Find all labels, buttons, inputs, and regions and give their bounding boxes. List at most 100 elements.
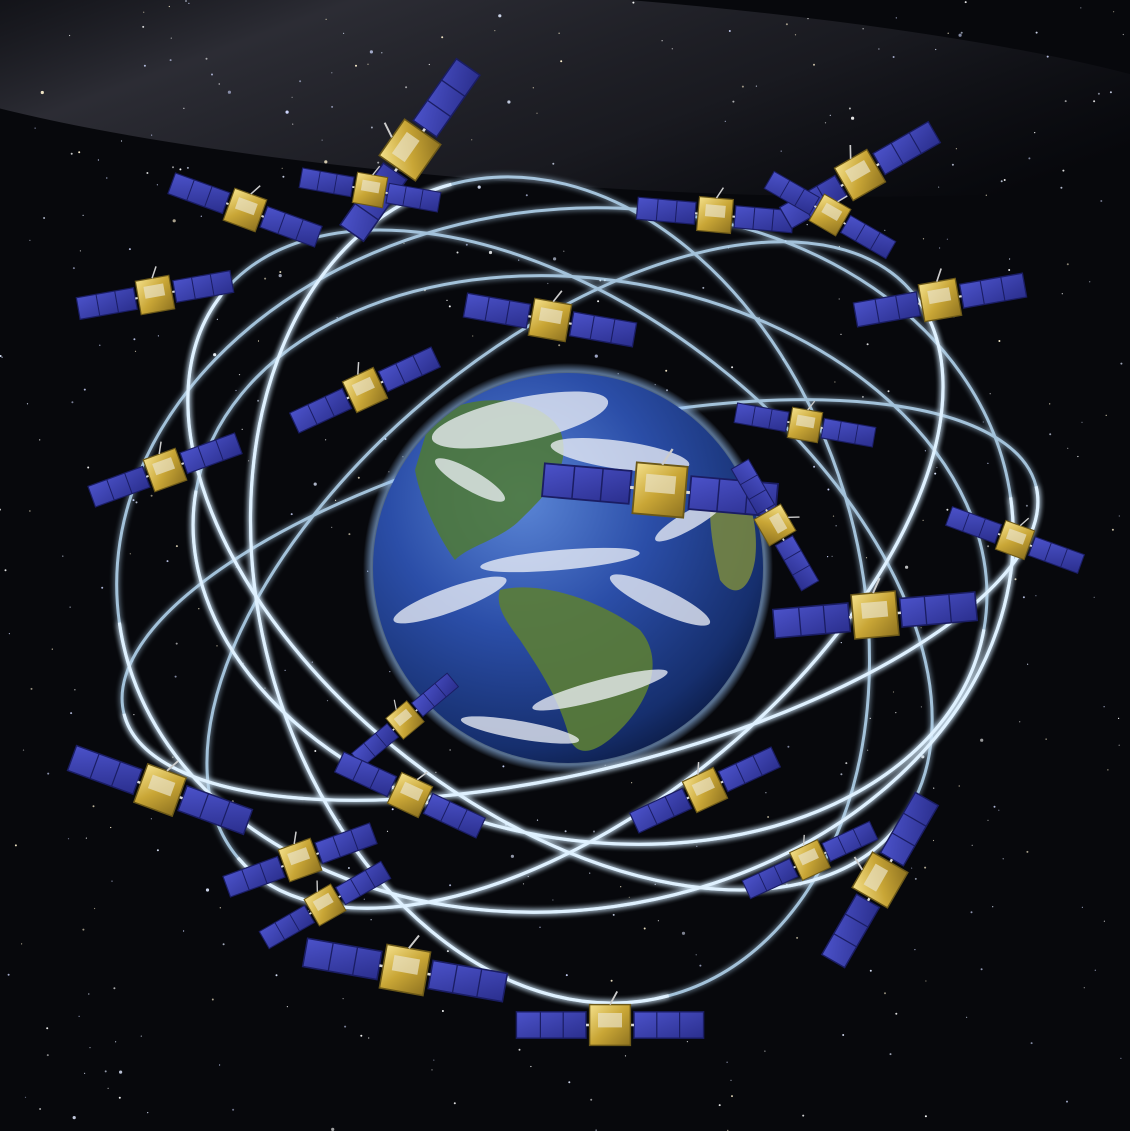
star	[185, 0, 187, 2]
star	[1120, 362, 1123, 365]
star	[840, 333, 842, 335]
star	[938, 186, 940, 188]
star	[597, 300, 600, 303]
satellite	[333, 751, 487, 839]
star	[610, 979, 613, 982]
star	[30, 687, 33, 690]
star	[696, 845, 698, 847]
star	[106, 177, 108, 179]
star	[835, 525, 837, 527]
orbit-path-front	[248, 182, 670, 1005]
star	[368, 1037, 370, 1039]
star	[242, 662, 244, 664]
star	[471, 139, 473, 141]
star	[895, 17, 897, 19]
star	[628, 896, 630, 898]
star	[264, 687, 266, 689]
star	[47, 772, 50, 775]
star	[174, 675, 177, 678]
star	[357, 476, 360, 479]
star	[565, 974, 568, 977]
star	[0, 508, 1, 511]
star	[275, 974, 278, 977]
star	[448, 305, 451, 308]
star	[1046, 55, 1049, 58]
solar-panel-left	[733, 402, 790, 433]
star	[1003, 179, 1006, 181]
star	[631, 782, 633, 784]
star	[175, 642, 178, 645]
star	[257, 340, 260, 342]
star	[724, 120, 726, 122]
star	[936, 466, 938, 469]
solar-panel-left	[628, 787, 693, 834]
star	[391, 808, 394, 811]
solar-panel-right	[377, 346, 442, 393]
earth	[363, 363, 773, 773]
star	[1081, 906, 1083, 908]
star	[998, 809, 1000, 811]
star	[806, 224, 808, 226]
star	[661, 40, 663, 42]
star	[343, 32, 345, 35]
star	[120, 140, 123, 142]
star	[987, 819, 989, 822]
star	[558, 32, 560, 34]
star	[216, 318, 218, 320]
star	[205, 57, 208, 60]
orbit-path-front	[191, 490, 986, 846]
star	[845, 762, 848, 765]
solar-panel-right	[422, 792, 487, 839]
star	[595, 1129, 597, 1131]
star	[590, 1098, 593, 1101]
star	[553, 257, 557, 261]
star	[69, 34, 71, 37]
star	[84, 1072, 86, 1074]
star	[331, 1127, 335, 1131]
star	[889, 1053, 892, 1056]
star	[441, 1010, 444, 1012]
star	[532, 87, 534, 89]
star	[827, 488, 830, 491]
star	[665, 369, 668, 372]
star	[85, 837, 87, 839]
star	[292, 123, 294, 125]
star	[726, 1061, 728, 1063]
star	[241, 428, 243, 430]
star	[932, 839, 935, 842]
antenna	[552, 290, 563, 303]
antenna	[357, 362, 360, 375]
star	[1107, 769, 1109, 771]
star	[446, 299, 448, 301]
solar-panel-left	[515, 1011, 587, 1039]
orbit-path-front	[122, 485, 1040, 802]
star	[964, 1, 967, 4]
satellite	[258, 860, 392, 950]
star	[257, 399, 260, 402]
star	[335, 499, 337, 501]
star	[924, 450, 927, 452]
star	[987, 462, 989, 464]
star	[998, 340, 1001, 342]
star	[905, 565, 909, 569]
star	[922, 238, 925, 240]
star	[1002, 858, 1004, 860]
antenna	[788, 516, 800, 519]
star	[104, 1070, 107, 1073]
star	[216, 645, 218, 647]
solar-panel-right	[820, 417, 877, 448]
star	[946, 238, 949, 240]
satellite	[730, 458, 820, 592]
star	[987, 545, 990, 548]
solar-panel-left	[541, 462, 633, 505]
star	[1061, 293, 1063, 295]
star	[97, 159, 99, 161]
star	[834, 381, 836, 383]
star	[211, 73, 213, 76]
star	[99, 344, 101, 346]
star	[129, 553, 131, 555]
star	[1111, 528, 1114, 531]
star	[589, 872, 591, 874]
star	[355, 64, 357, 67]
star	[1066, 1100, 1068, 1103]
